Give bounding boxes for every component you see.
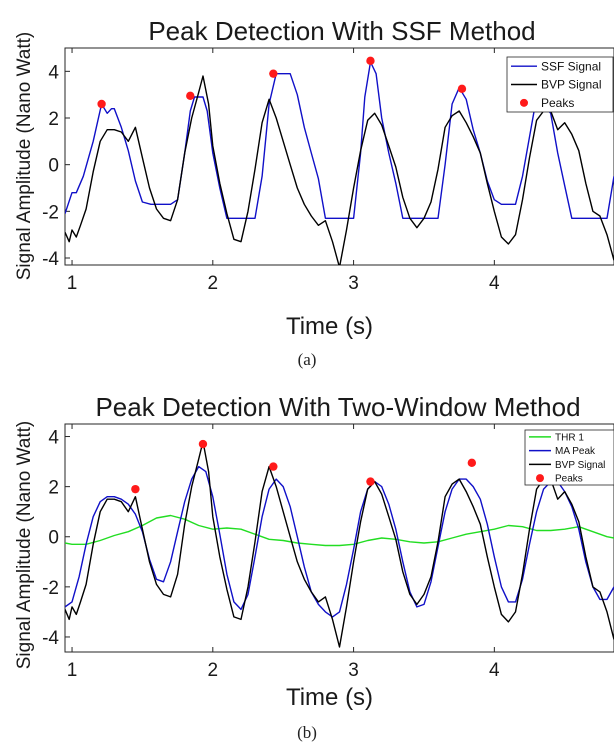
chart-title: Peak Detection With Two-Window Method (95, 392, 580, 422)
x-tick-label: 3 (348, 273, 359, 294)
legend-label: Peaks (555, 474, 583, 485)
y-tick-label: -4 (42, 628, 59, 649)
series-line-bvp-signal (65, 440, 614, 648)
series-line-bvp-signal (65, 75, 614, 265)
peak-point (269, 462, 278, 471)
x-tick-label: 1 (67, 273, 78, 294)
x-tick-label: 1 (67, 660, 78, 681)
legend-label: Peaks (541, 96, 574, 110)
y-tick-label: 0 (48, 156, 59, 177)
series-line-ma-peak (65, 465, 614, 618)
legend-label: BVP Signal (555, 460, 605, 471)
peak-point (198, 439, 208, 449)
peak-point (467, 458, 477, 468)
plot-series (65, 439, 614, 648)
peak-point (186, 91, 195, 101)
y-tick-label: -4 (42, 249, 59, 270)
x-axis-label: Time (s) (286, 684, 373, 711)
y-axis-label: Signal Amplitude (Nano Watt) (14, 421, 35, 670)
plot-series (65, 56, 614, 265)
legend-label: MA Peak (555, 446, 596, 457)
legend-label: BVP Signal (541, 78, 602, 92)
x-tick-label: 4 (489, 273, 500, 294)
x-tick-label: 2 (208, 660, 219, 681)
y-tick-label: 2 (48, 478, 59, 499)
chart-b: 1 2 3 4 -4 -2 0 2 4 THR 1 MA Peak BVP Signal Peaks Pe… (14, 392, 614, 742)
x-tick-label: 3 (348, 660, 359, 681)
peak-point (269, 69, 278, 78)
x-tick-label: 2 (208, 273, 219, 294)
peak-point (366, 477, 375, 486)
x-axis-label: Time (s) (286, 313, 373, 340)
peak-point (131, 484, 140, 494)
legend-label: THR 1 (555, 432, 584, 443)
y-tick-label: 4 (48, 428, 59, 449)
legend: SSF Signal BVP Signal Peaks (506, 56, 614, 113)
subfigure-caption: (b) (297, 723, 317, 742)
y-tick-label: 0 (48, 528, 59, 549)
peak-point (457, 84, 467, 94)
x-tick-label: 4 (489, 660, 500, 681)
legend-marker (520, 98, 528, 107)
plot-area (64, 423, 614, 653)
y-tick-label: -2 (42, 578, 59, 599)
y-tick-label: 2 (48, 109, 59, 130)
peak-point (97, 99, 106, 109)
legend: THR 1 MA Peak BVP Signal Peaks (524, 429, 614, 486)
y-axis-label: Signal Amplitude (Nano Watt) (14, 32, 35, 281)
y-tick-label: -2 (42, 202, 59, 223)
legend-label: SSF Signal (541, 59, 601, 73)
peak-point (366, 56, 375, 66)
subfigure-caption: (a) (298, 350, 317, 369)
series-line-thr-1 (65, 514, 614, 547)
y-tick-label: 4 (48, 62, 59, 83)
chart-a: 1 2 3 4 -4 -2 0 2 4 SSF Signal BVP Signal Peaks Peak… (14, 16, 614, 369)
chart-title: Peak Detection With SSF Method (148, 16, 535, 46)
legend-marker (536, 474, 544, 483)
series-line-ssf-signal (65, 61, 614, 219)
